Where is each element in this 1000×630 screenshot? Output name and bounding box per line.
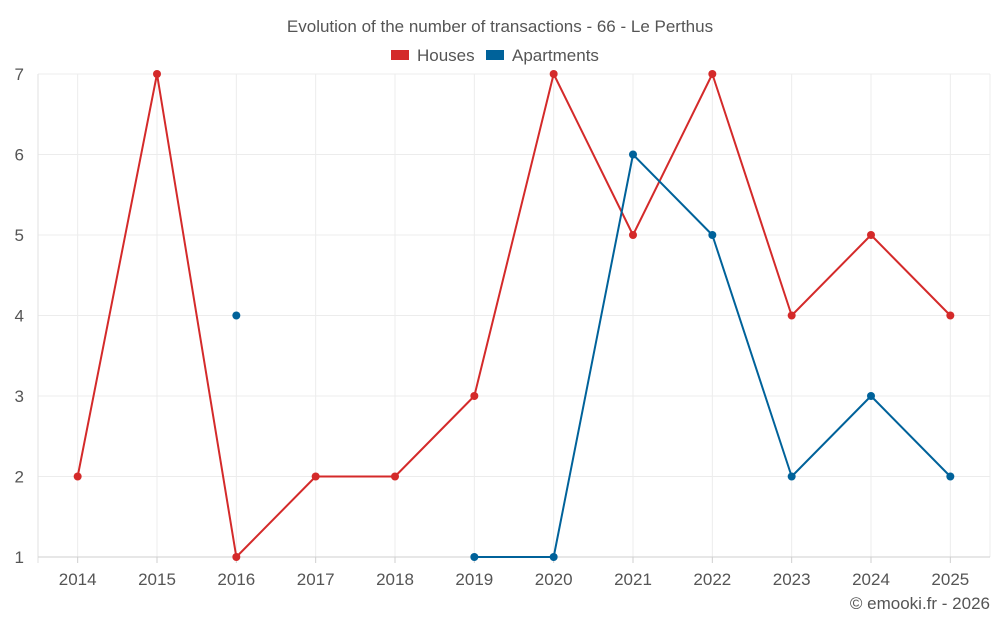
point-houses-2020[interactable] xyxy=(549,70,558,78)
series-line-houses-0 xyxy=(76,73,952,558)
point-apartments-2020[interactable] xyxy=(549,553,558,561)
point-houses-2024[interactable] xyxy=(867,231,875,239)
point-houses-2019[interactable] xyxy=(470,392,479,400)
point-houses-2016[interactable] xyxy=(232,553,241,561)
credit-text: © emooki.fr - 2026 xyxy=(850,594,990,613)
x-tick-label-2015: 2015 xyxy=(138,570,176,589)
point-houses-2025[interactable] xyxy=(946,311,955,320)
y-tick-label-5: 5 xyxy=(15,226,24,245)
x-tick-label-2025: 2025 xyxy=(931,570,969,589)
x-axis-ticks: 2014 2015 2016 2017 2018 2019 2020 2021 2022 2023… xyxy=(59,557,969,589)
axes xyxy=(37,74,991,563)
point-apartments-2021[interactable] xyxy=(629,150,637,159)
point-apartments-2025[interactable] xyxy=(946,472,955,481)
point-houses-2023[interactable] xyxy=(787,311,796,320)
point-houses-2018[interactable] xyxy=(391,472,399,481)
y-tick-label-7: 7 xyxy=(15,65,24,84)
point-houses-2014[interactable] xyxy=(73,472,82,481)
x-tick-label-2019: 2019 xyxy=(455,570,493,589)
x-tick-label-2014: 2014 xyxy=(59,570,97,589)
legend-label-houses: Houses xyxy=(417,46,475,65)
grid xyxy=(38,73,990,557)
y-tick-label-2: 2 xyxy=(15,468,24,487)
point-houses-2022[interactable] xyxy=(708,70,717,78)
series-layer xyxy=(73,70,955,561)
x-tick-label-2017: 2017 xyxy=(297,570,335,589)
y-axis-ticks: 1 2 3 4 5 6 7 xyxy=(15,65,24,567)
x-tick-label-2022: 2022 xyxy=(693,570,731,589)
y-tick-label-4: 4 xyxy=(15,307,24,326)
point-houses-2017[interactable] xyxy=(311,472,320,481)
x-tick-label-2021: 2021 xyxy=(614,570,652,589)
legend-swatch-apartments xyxy=(486,50,504,60)
legend-item-apartments[interactable]: Apartments xyxy=(486,46,599,65)
point-apartments-2016[interactable] xyxy=(232,311,241,320)
point-apartments-2023[interactable] xyxy=(787,472,796,481)
y-tick-label-1: 1 xyxy=(15,548,24,567)
point-houses-2015[interactable] xyxy=(153,70,161,78)
point-apartments-2019[interactable] xyxy=(470,553,479,561)
y-tick-label-3: 3 xyxy=(15,387,24,406)
legend-label-apartments: Apartments xyxy=(512,46,599,65)
x-tick-label-2023: 2023 xyxy=(773,570,811,589)
x-tick-label-2024: 2024 xyxy=(852,570,890,589)
chart-title: Evolution of the number of transactions … xyxy=(287,17,713,36)
series-apartments xyxy=(232,150,955,561)
x-tick-label-2020: 2020 xyxy=(535,570,573,589)
legend-swatch-houses xyxy=(391,50,409,60)
point-apartments-2022[interactable] xyxy=(708,231,717,239)
x-tick-label-2018: 2018 xyxy=(376,570,414,589)
legend: Houses Apartments xyxy=(391,46,599,65)
series-houses xyxy=(73,70,955,561)
point-houses-2021[interactable] xyxy=(629,231,637,239)
legend-item-houses[interactable]: Houses xyxy=(391,46,475,65)
point-apartments-2024[interactable] xyxy=(867,392,875,400)
x-tick-label-2016: 2016 xyxy=(217,570,255,589)
y-tick-label-6: 6 xyxy=(15,146,24,165)
